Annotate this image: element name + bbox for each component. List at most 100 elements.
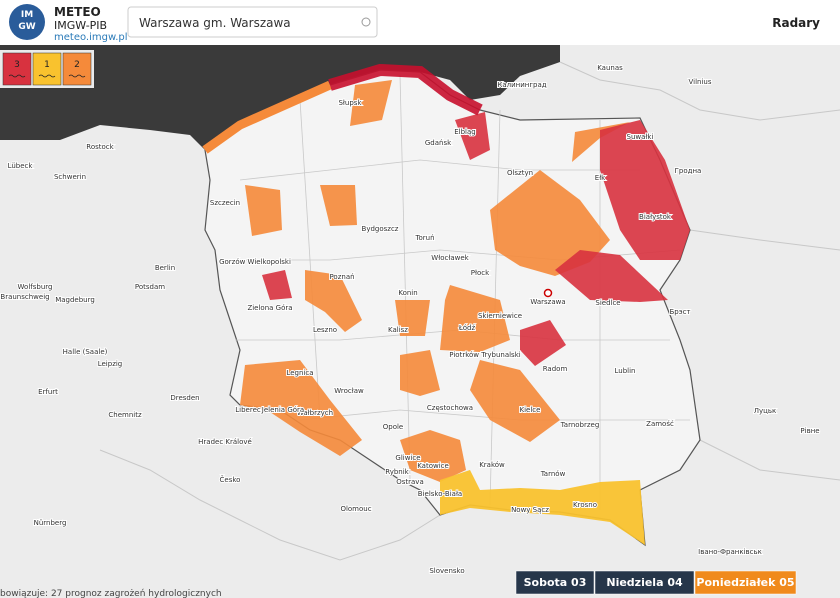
footer-note: bowiązuje: 27 prognoz zagrożeń hydrologi… — [0, 589, 222, 598]
legend-level: 3 — [14, 60, 20, 70]
location-pin — [543, 288, 553, 298]
city-label: Gorzów Wielkopolski — [219, 258, 291, 266]
city-label: Tarnów — [540, 470, 566, 478]
city-label: Vilnius — [689, 78, 712, 86]
city-label: Kaunas — [597, 64, 623, 72]
city-label: Konin — [398, 289, 417, 297]
day-tab[interactable] — [694, 570, 797, 595]
day-tab-label: Niedziela 04 — [606, 576, 683, 589]
search-text: Warszawa gm. Warszawa — [139, 16, 291, 30]
city-label: Elbląg — [454, 128, 476, 136]
city-label: Leszno — [313, 326, 337, 334]
city-label: Łódź — [458, 324, 476, 332]
city-label: Siedlce — [595, 299, 620, 307]
logo-top: IM — [21, 10, 33, 20]
city-label: Kraków — [479, 461, 505, 469]
city-label: Wałbrzych — [297, 409, 333, 417]
city-label: Гродна — [675, 167, 702, 175]
warnings — [202, 63, 690, 545]
logo-bottom: GW — [18, 22, 35, 32]
city-label: Berlin — [155, 264, 175, 272]
city-label: Rybnik — [385, 468, 409, 476]
city-label: Gliwice — [395, 454, 420, 462]
city-label: Wolfsburg — [18, 283, 53, 291]
city-label: Braunschweig — [0, 293, 49, 301]
city-label: Poznań — [329, 273, 354, 281]
logo-url[interactable]: meteo.imgw.pl — [54, 32, 128, 43]
city-label: Włocławek — [431, 254, 469, 262]
city-label: Liberec — [235, 406, 261, 414]
city-label: Piotrków Trybunalski — [449, 351, 520, 359]
city-label: Rostock — [86, 143, 114, 151]
city-label: Jelenia Góra — [261, 406, 304, 414]
city-label: Erfurt — [38, 388, 58, 396]
nav-radar[interactable]: Radary — [772, 16, 820, 30]
legend-wave — [68, 74, 86, 78]
city-label: Magdeburg — [55, 296, 95, 304]
city-label: Halle (Saale) — [63, 348, 108, 356]
city-label: Hradec Králové — [198, 438, 252, 446]
day-tab-label: Poniedziałek 05 — [696, 576, 794, 589]
city-label: Kalisz — [388, 326, 408, 334]
city-label: Częstochowa — [427, 404, 473, 412]
legend-swatch[interactable] — [62, 52, 92, 86]
city-label: Zielona Góra — [247, 304, 292, 312]
city-label: Nürnberg — [34, 519, 67, 527]
day-tab[interactable] — [594, 570, 695, 595]
city-label: Tarnobrzeg — [560, 421, 600, 429]
city-label: Toruń — [414, 234, 434, 242]
city-label: Olsztyn — [507, 169, 533, 177]
city-label: Луцьк — [754, 407, 777, 415]
legend-swatch[interactable] — [2, 52, 32, 86]
city-label: Słupsk — [338, 99, 362, 107]
city-label: Ełk — [595, 174, 606, 182]
city-label: Katowice — [417, 462, 449, 470]
city-label: Kielce — [520, 406, 541, 414]
city-label: Potsdam — [135, 283, 165, 291]
city-label: Nowy Sącz — [511, 506, 549, 514]
city-label: Lublin — [615, 367, 636, 375]
city-label: Olomouc — [340, 505, 371, 513]
logo-badge — [9, 4, 45, 40]
city-label: Płock — [471, 269, 490, 277]
city-label: Zamość — [646, 420, 674, 428]
city-label: Białystok — [639, 213, 672, 221]
city-label: Warszawa — [530, 298, 565, 306]
legend-wave — [8, 74, 26, 78]
search-box[interactable] — [127, 6, 378, 38]
city-label: Gdańsk — [425, 139, 452, 147]
city-label: Dresden — [170, 394, 199, 402]
city-label: Калининград — [497, 81, 546, 89]
city-label: Schwerin — [54, 173, 86, 181]
city-label: Radom — [543, 365, 568, 373]
city-label: Skierniewice — [478, 312, 522, 320]
city-label: Ostrava — [396, 478, 424, 486]
day-tab-label: Sobota 03 — [524, 576, 587, 589]
city-label: Opole — [383, 423, 404, 431]
legend-swatch[interactable] — [32, 52, 62, 86]
city-label: Suwałki — [627, 133, 654, 141]
city-label: Česko — [220, 475, 241, 484]
city-label: Брэст — [669, 308, 690, 316]
city-label: Legnica — [286, 369, 313, 377]
day-tabs: Sobota 03 Niedziela 04 Poniedziałek 05 — [515, 570, 797, 595]
city-label: Chemnitz — [108, 411, 142, 419]
logo-name: METEO — [54, 5, 101, 19]
legend: 3 1 2 — [0, 50, 94, 88]
city-label: Івано-Франківськ — [698, 548, 762, 556]
locate-icon[interactable] — [361, 17, 371, 27]
city-label: Slovensko — [429, 567, 464, 575]
city-label: Leipzig — [98, 360, 123, 368]
logo-org: IMGW-PIB — [54, 19, 107, 32]
neighbour-borders — [99, 61, 840, 561]
city-label: Krosno — [573, 501, 597, 509]
legend-level: 2 — [74, 60, 80, 70]
city-label: Wrocław — [334, 387, 364, 395]
city-label: Lübeck — [8, 162, 34, 170]
legend-wave — [38, 74, 56, 78]
day-tab[interactable] — [515, 570, 595, 595]
city-label: Bielsko-Biała — [418, 490, 462, 498]
